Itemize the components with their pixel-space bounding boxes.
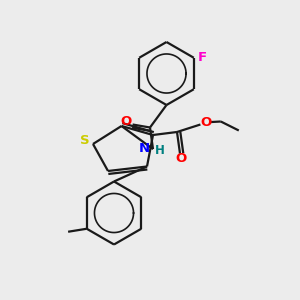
Text: N: N xyxy=(139,142,150,155)
Text: H: H xyxy=(155,144,164,158)
Text: O: O xyxy=(176,152,187,166)
Text: F: F xyxy=(198,51,207,64)
Text: S: S xyxy=(80,134,89,148)
Text: O: O xyxy=(201,116,212,129)
Text: O: O xyxy=(121,115,132,128)
